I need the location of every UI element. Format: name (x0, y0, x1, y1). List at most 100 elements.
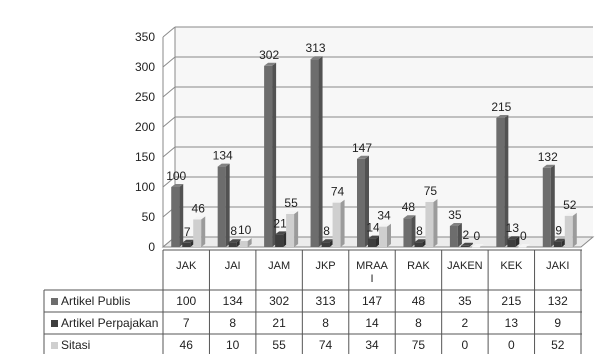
data-label: 8 (230, 224, 237, 238)
table-cell: 7 (183, 316, 190, 330)
data-label: 21 (273, 216, 287, 230)
table-cell: 147 (362, 294, 382, 308)
data-label: 302 (259, 48, 279, 62)
table-cell: 9 (554, 316, 561, 330)
bar-side-0-8 (550, 164, 555, 247)
y-tick-label: 50 (142, 210, 156, 224)
bar-top-2-6 (471, 244, 484, 247)
table-cell: 46 (180, 338, 194, 352)
gridline-depth (162, 86, 176, 98)
data-label: 75 (424, 184, 438, 198)
gridline-depth (162, 116, 176, 128)
table-cell: 13 (505, 316, 519, 330)
bar-top-0-4 (357, 155, 369, 159)
bar-0-5 (403, 218, 412, 247)
table-cell: 55 (272, 338, 286, 352)
table-cell: 75 (412, 338, 426, 352)
bar-2-6 (471, 247, 480, 248)
table-cell: 134 (223, 294, 243, 308)
bar-top-2-0 (193, 216, 206, 220)
category-label: MRAA (356, 260, 388, 272)
y-tick-label: 250 (135, 90, 155, 104)
y-tick-label: 100 (135, 180, 155, 194)
category-label: JKP (315, 260, 335, 272)
y-tick-label: 0 (148, 240, 155, 254)
bar-top-1-5 (414, 239, 427, 243)
bar-1-1 (228, 242, 237, 247)
bar-top-0-0 (171, 184, 184, 187)
bar-side-0-3 (318, 56, 323, 248)
bar-side-0-1 (225, 163, 230, 247)
bar-top-0-3 (310, 56, 323, 60)
bar-side-0-5 (411, 215, 416, 247)
bar-top-2-3 (332, 199, 345, 203)
data-label: 48 (402, 200, 416, 214)
bar-2-1 (239, 241, 248, 247)
category-label: RAK (407, 260, 430, 272)
data-label: 0 (474, 229, 481, 243)
data-label: 147 (352, 141, 372, 155)
table-cell: 215 (501, 294, 521, 308)
bar-top-0-8 (542, 164, 555, 168)
bar-0-0 (171, 187, 180, 247)
bar-0-8 (542, 167, 551, 247)
bar-0-4 (357, 158, 365, 247)
y-tick-label: 350 (135, 30, 155, 44)
bar-1-5 (414, 242, 423, 247)
table-cell: 21 (272, 316, 286, 330)
data-label: 9 (555, 224, 562, 238)
data-label: 0 (520, 229, 527, 243)
category-label: JAM (268, 260, 290, 272)
table-cell: 2 (462, 316, 469, 330)
bar-top-0-5 (403, 215, 416, 219)
gridline-depth (162, 26, 176, 38)
category-label: JAKEN (447, 260, 483, 272)
bar-top-1-1 (228, 239, 241, 243)
bar-top-2-1 (239, 238, 252, 241)
bar-side-0-2 (272, 62, 277, 247)
bar-top-1-4 (368, 235, 380, 239)
bar-1-7 (507, 239, 516, 247)
bar-top-0-7 (496, 115, 509, 118)
table-cell: 52 (551, 338, 565, 352)
bar-1-2 (275, 234, 284, 247)
bar-top-1-2 (275, 231, 288, 235)
bar-side-2-5 (433, 199, 438, 247)
bar-0-6 (449, 226, 458, 247)
bar-top-0-2 (264, 62, 277, 66)
bar-top-0-1 (217, 163, 230, 167)
table-cell: 74 (319, 338, 333, 352)
category-label: JAI (225, 260, 241, 272)
data-label: 13 (506, 221, 520, 235)
data-label: 313 (306, 41, 326, 55)
y-tick-label: 150 (135, 150, 155, 164)
bar-0-1 (217, 166, 226, 247)
data-label: 8 (416, 224, 423, 238)
bar-side-1-7 (515, 236, 520, 247)
bar-side-1-6 (468, 242, 473, 247)
gridline-depth (162, 176, 176, 188)
bar-2-3 (332, 202, 341, 247)
bar-top-1-7 (507, 236, 520, 240)
table-cell: 34 (365, 338, 379, 352)
table-cell: 132 (548, 294, 568, 308)
bar-side-0-7 (504, 115, 509, 247)
category-label: JAK (176, 260, 197, 272)
y-tick-label: 200 (135, 120, 155, 134)
bar-top-2-8 (564, 212, 577, 216)
bar-top-1-3 (321, 239, 334, 243)
bar-1-6 (460, 245, 469, 247)
bar-top-1-6 (460, 242, 473, 246)
data-label: 34 (377, 209, 391, 223)
table-cell: 313 (316, 294, 336, 308)
bar-side-2-0 (201, 216, 206, 247)
legend-label: Artikel Perpajakan (61, 316, 158, 330)
bar-1-4 (368, 238, 376, 247)
category-label: KEK (500, 260, 523, 272)
table-cell: 35 (458, 294, 472, 308)
data-label: 2 (463, 228, 470, 242)
bar-2-0 (193, 219, 202, 247)
bar-2-5 (425, 202, 434, 247)
